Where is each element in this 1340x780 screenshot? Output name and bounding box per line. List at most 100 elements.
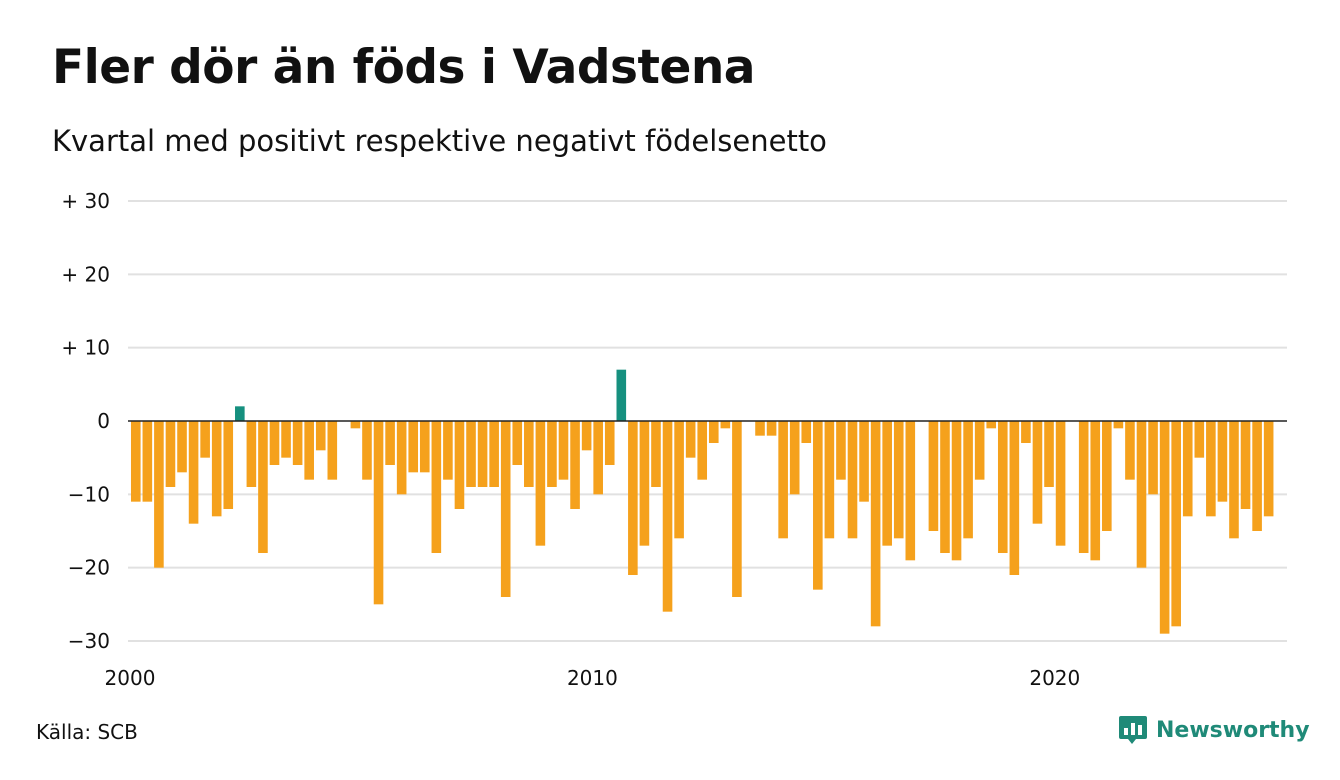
bar-negative xyxy=(177,421,187,473)
bar-negative xyxy=(639,421,650,546)
y-tick-label: + 30 xyxy=(61,189,110,213)
y-tick-label: −10 xyxy=(68,482,110,506)
bar-negative xyxy=(1263,421,1274,517)
bar-negative xyxy=(662,421,673,612)
bars xyxy=(130,369,1274,634)
bar-negative xyxy=(963,421,973,539)
bar-negative xyxy=(708,421,719,443)
bar-negative xyxy=(1194,421,1205,458)
bar-negative xyxy=(951,421,962,561)
bar-negative xyxy=(1044,421,1054,487)
bar-negative xyxy=(315,421,326,451)
bar-negative xyxy=(1078,421,1089,553)
bar-negative xyxy=(870,421,881,627)
bar-negative xyxy=(1182,421,1193,517)
bar-negative xyxy=(443,421,453,480)
bar-negative xyxy=(1240,421,1251,509)
bar-negative xyxy=(512,421,523,465)
x-tick-label: 2020 xyxy=(1029,666,1080,690)
newsworthy-logo-icon xyxy=(1119,716,1147,744)
bar-negative xyxy=(836,421,846,480)
bar-negative xyxy=(824,421,835,539)
bar-negative xyxy=(928,421,939,531)
bar-negative xyxy=(350,421,361,429)
bar-negative xyxy=(477,421,488,487)
bar-negative xyxy=(732,421,742,597)
x-tick-label: 2000 xyxy=(105,666,156,690)
y-tick-label: −20 xyxy=(68,556,110,580)
bar-negative xyxy=(547,421,557,487)
bar-negative xyxy=(1102,421,1112,531)
bar-negative xyxy=(419,421,430,473)
bar-negative xyxy=(396,421,407,495)
y-tick-label: −30 xyxy=(68,629,110,653)
bar-negative xyxy=(720,421,731,429)
bar-negative xyxy=(974,421,985,480)
bar-negative xyxy=(373,421,384,605)
bar-negative xyxy=(801,421,812,443)
brand-name: Newsworthy xyxy=(1156,717,1310,743)
bar-negative xyxy=(685,421,696,458)
bar-negative xyxy=(604,421,615,465)
bar-negative xyxy=(165,421,176,487)
bar-negative xyxy=(269,421,280,465)
bar-negative xyxy=(524,421,534,487)
bar-negative xyxy=(1136,421,1147,568)
bar-negative xyxy=(188,421,199,524)
bar-negative xyxy=(778,421,788,539)
bar-negative xyxy=(674,421,684,539)
bar-negative xyxy=(628,421,638,575)
bar-negative xyxy=(258,421,268,553)
bar-negative xyxy=(431,421,442,553)
bar-negative xyxy=(1252,421,1262,531)
bar-negative xyxy=(246,421,257,487)
bar-negative xyxy=(362,421,372,480)
bar-negative xyxy=(454,421,465,509)
bar-negative xyxy=(847,421,858,539)
bar-negative xyxy=(292,421,303,465)
bar-negative xyxy=(1032,421,1043,524)
y-tick-label: 0 xyxy=(97,409,110,433)
bar-negative xyxy=(535,421,546,546)
bar-negative xyxy=(1217,421,1228,502)
bar-negative xyxy=(1171,421,1181,627)
bar-negative xyxy=(882,421,892,546)
bar-negative xyxy=(1055,421,1066,546)
bar-negative xyxy=(813,421,823,590)
bar-negative xyxy=(1159,421,1170,634)
bar-negative xyxy=(200,421,210,458)
bar-negative xyxy=(1148,421,1158,495)
bar-negative xyxy=(1009,421,1020,575)
y-tick-label: + 10 xyxy=(61,336,110,360)
bar-negative xyxy=(211,421,222,517)
bar-negative xyxy=(489,421,499,487)
bar-negative xyxy=(570,421,580,509)
bar-negative xyxy=(142,421,153,502)
bar-negative xyxy=(223,421,234,509)
bar-negative xyxy=(789,421,800,495)
bar-negative xyxy=(905,421,916,561)
bar-negative xyxy=(940,421,950,553)
bar-negative xyxy=(997,421,1008,553)
bar-positive xyxy=(616,369,627,421)
bar-negative xyxy=(859,421,869,502)
bar-negative xyxy=(408,421,419,473)
axes: + 30 + 20 + 10 0 −10 −20 −30 2000 2010 2020 xyxy=(61,189,1287,690)
bar-negative xyxy=(304,421,314,480)
bar-negative xyxy=(581,421,592,451)
bar-negative xyxy=(1113,421,1124,429)
bar-positive xyxy=(235,406,245,421)
brand-logo: Newsworthy xyxy=(1118,714,1310,746)
y-tick-label: + 20 xyxy=(61,262,110,286)
bar-negative xyxy=(1125,421,1135,480)
bar-negative xyxy=(893,421,904,539)
bar-negative xyxy=(500,421,511,597)
bar-negative xyxy=(1090,421,1101,561)
bar-negative xyxy=(327,421,338,480)
bar-negative xyxy=(558,421,569,480)
bar-negative xyxy=(697,421,708,480)
chart-title: Fler dör än föds i Vadstena xyxy=(52,40,756,95)
bar-negative xyxy=(1206,421,1216,517)
source-note: Källa: SCB xyxy=(36,720,138,744)
x-tick-label: 2010 xyxy=(567,666,618,690)
